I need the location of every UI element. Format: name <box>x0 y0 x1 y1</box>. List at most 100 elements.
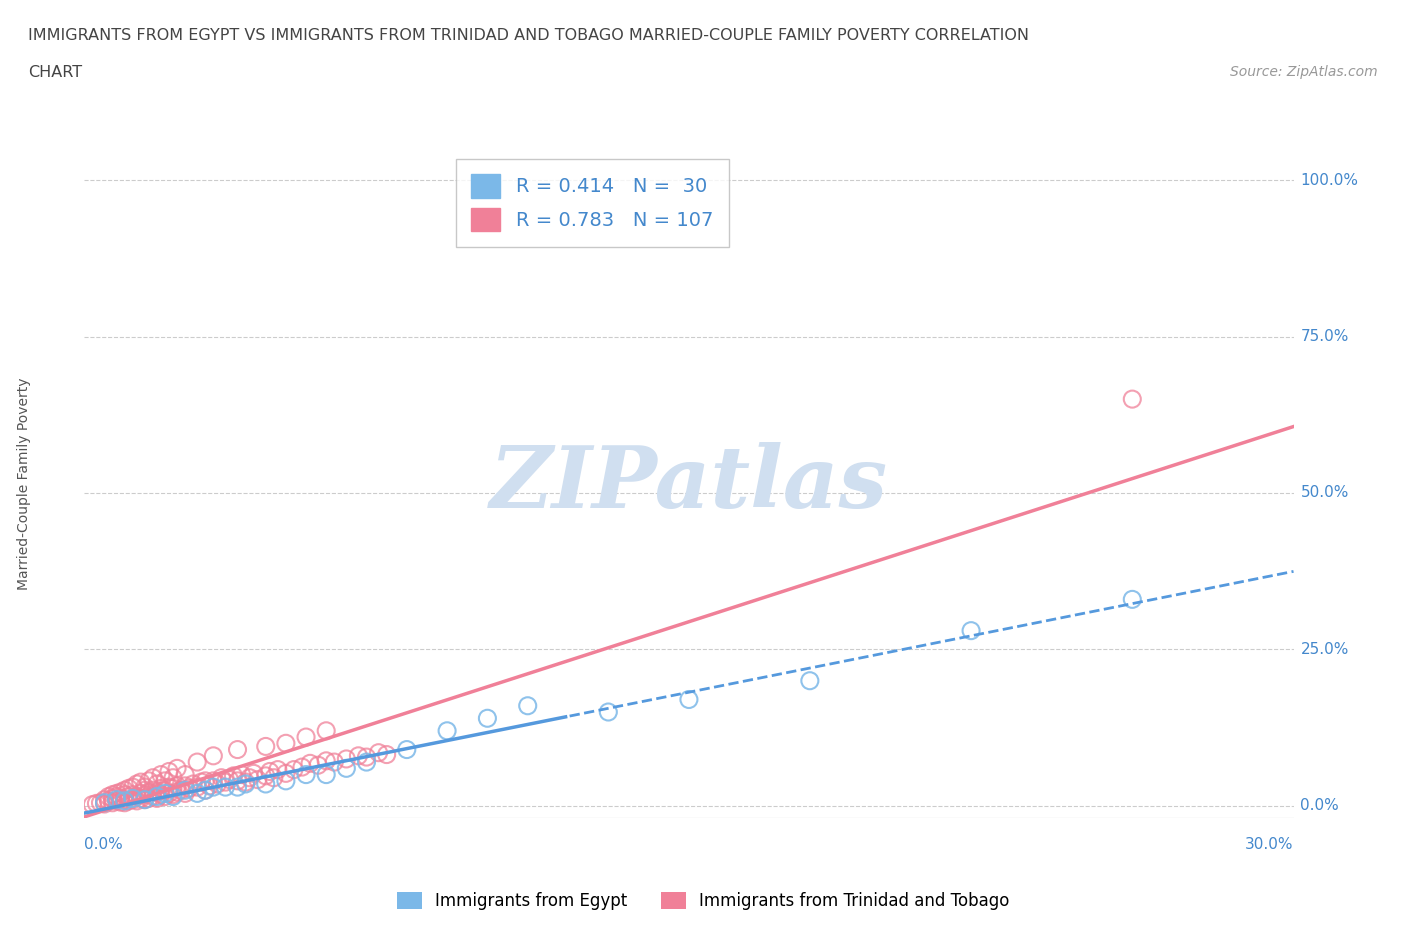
Point <box>960 623 983 638</box>
Point <box>134 787 156 802</box>
Point <box>114 793 136 808</box>
Point <box>121 792 143 807</box>
Point <box>93 795 115 810</box>
Point <box>101 795 124 810</box>
Point <box>295 730 318 745</box>
Point <box>157 779 180 794</box>
Point <box>142 770 165 785</box>
Point <box>105 793 128 808</box>
Point <box>134 783 156 798</box>
Point <box>315 767 337 782</box>
Point <box>105 786 128 801</box>
Point <box>254 768 277 783</box>
Point <box>89 795 111 810</box>
Point <box>82 797 104 812</box>
Point <box>125 793 148 808</box>
Point <box>93 797 115 812</box>
Point <box>146 777 169 791</box>
Point <box>335 751 357 766</box>
Point <box>153 774 176 789</box>
Point <box>190 775 212 790</box>
Point <box>267 763 290 777</box>
Point <box>598 705 620 720</box>
Point <box>142 783 165 798</box>
Point <box>226 742 249 757</box>
Point <box>283 763 305 777</box>
Point <box>323 754 346 769</box>
Point <box>202 749 225 764</box>
Point <box>146 790 169 805</box>
Text: 50.0%: 50.0% <box>1301 485 1348 500</box>
Point <box>166 761 188 776</box>
Point <box>134 792 156 807</box>
Text: 0.0%: 0.0% <box>1301 798 1339 814</box>
Point <box>477 711 499 725</box>
Point <box>226 779 249 794</box>
Point <box>134 792 156 807</box>
Point <box>146 789 169 804</box>
Point <box>194 783 217 798</box>
Point <box>101 787 124 802</box>
Point <box>134 779 156 794</box>
Text: Source: ZipAtlas.com: Source: ZipAtlas.com <box>1230 65 1378 79</box>
Point <box>194 774 217 789</box>
Point <box>274 736 297 751</box>
Point <box>110 790 132 805</box>
Point <box>125 789 148 804</box>
Point <box>299 756 322 771</box>
Point <box>218 772 240 787</box>
Point <box>226 774 249 789</box>
Point <box>214 775 236 790</box>
Point <box>179 781 201 796</box>
Point <box>157 764 180 779</box>
Point <box>235 775 257 790</box>
Point <box>162 787 184 802</box>
Point <box>114 795 136 810</box>
Point <box>254 777 277 791</box>
Point <box>186 786 208 801</box>
Legend: R = 0.414   N =  30, R = 0.783   N = 107: R = 0.414 N = 30, R = 0.783 N = 107 <box>456 158 728 246</box>
Point <box>174 767 197 782</box>
Point <box>516 698 538 713</box>
Point <box>121 790 143 805</box>
Point <box>105 789 128 804</box>
Point <box>101 790 124 805</box>
Point <box>395 742 418 757</box>
Point <box>239 770 262 785</box>
Point <box>291 760 314 775</box>
Point <box>121 787 143 802</box>
Text: 75.0%: 75.0% <box>1301 329 1348 344</box>
Text: Married-Couple Family Poverty: Married-Couple Family Poverty <box>17 378 31 590</box>
Point <box>153 783 176 798</box>
Point <box>110 795 132 810</box>
Text: ZIPatlas: ZIPatlas <box>489 442 889 525</box>
Point <box>254 739 277 754</box>
Point <box>436 724 458 738</box>
Point <box>367 745 389 760</box>
Point <box>149 787 172 802</box>
Point <box>263 770 285 785</box>
Point <box>86 796 108 811</box>
Point <box>114 783 136 798</box>
Point <box>356 750 378 764</box>
Point <box>174 786 197 801</box>
Point <box>146 785 169 800</box>
Point <box>375 747 398 762</box>
Point <box>162 781 184 796</box>
Point <box>129 790 152 805</box>
Text: 30.0%: 30.0% <box>1246 837 1294 852</box>
Point <box>114 787 136 802</box>
Point <box>118 789 141 804</box>
Text: 0.0%: 0.0% <box>84 837 124 852</box>
Point <box>242 766 264 781</box>
Point <box>315 753 337 768</box>
Point <box>246 772 269 787</box>
Point <box>202 779 225 794</box>
Point <box>181 777 204 791</box>
Point <box>209 770 232 785</box>
Point <box>202 774 225 789</box>
Point <box>129 786 152 801</box>
Point <box>149 781 172 796</box>
Point <box>235 777 257 791</box>
Point <box>231 767 253 782</box>
